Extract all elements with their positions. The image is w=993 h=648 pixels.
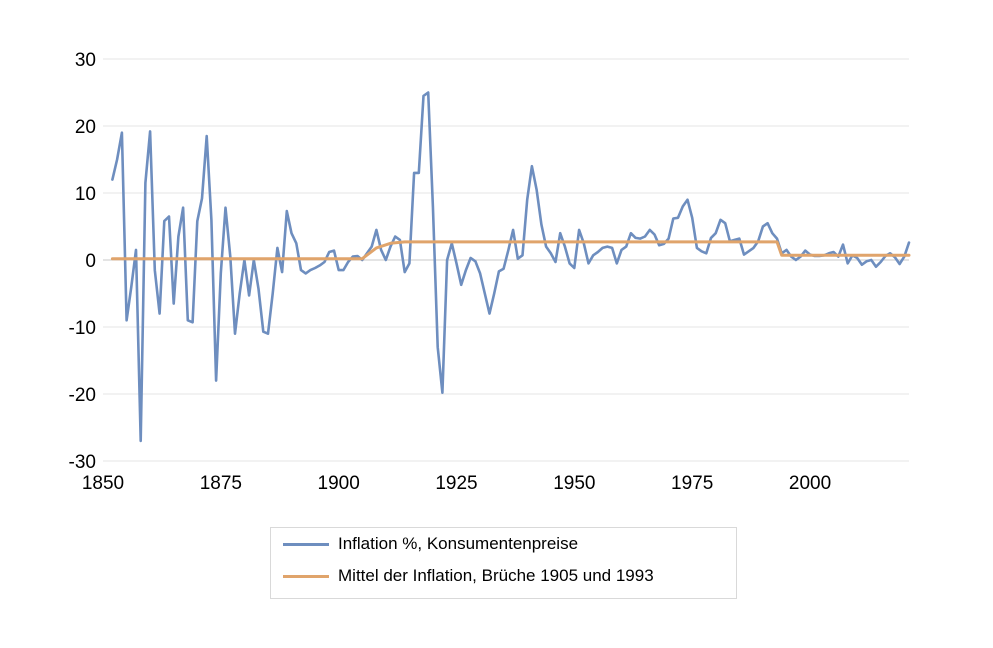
mean-line: [110, 240, 911, 261]
x-tick-label: 1900: [318, 473, 360, 494]
y-tick-label: 0: [85, 251, 96, 272]
y-tick-label: -30: [69, 452, 96, 473]
y-tick-label: 10: [75, 184, 96, 205]
legend-item-inflation: Inflation %, Konsumentenpreise: [283, 534, 578, 554]
legend-label-inflation: Inflation %, Konsumentenpreise: [338, 534, 579, 553]
y-axis-tick-labels: 30 20 10 0 -10 -20 -30: [69, 50, 96, 473]
x-axis-tick-labels: 1850 1875 1900 1925 1950 1975 2000: [82, 473, 831, 494]
inflation-line: [111, 91, 911, 443]
gridlines: [103, 58, 909, 462]
y-tick-label: 20: [75, 117, 96, 138]
x-tick-label: 1975: [671, 473, 713, 494]
x-tick-label: 1850: [82, 473, 124, 494]
x-tick-label: 1875: [200, 473, 242, 494]
legend-swatch-mean: [283, 574, 329, 578]
y-tick-label: -10: [69, 318, 96, 339]
legend: Inflation %, Konsumentenpreise Mittel de…: [270, 527, 737, 599]
x-tick-label: 1950: [553, 473, 595, 494]
legend-item-mean: Mittel der Inflation, Brüche 1905 und 19…: [283, 566, 654, 586]
legend-label-mean: Mittel der Inflation, Brüche 1905 und 19…: [338, 566, 654, 585]
x-tick-label: 1925: [435, 473, 477, 494]
legend-swatch-inflation: [283, 542, 329, 546]
series-lines: [110, 91, 911, 443]
x-tick-label: 2000: [789, 473, 831, 494]
y-tick-label: 30: [75, 50, 96, 71]
y-tick-label: -20: [69, 385, 96, 406]
